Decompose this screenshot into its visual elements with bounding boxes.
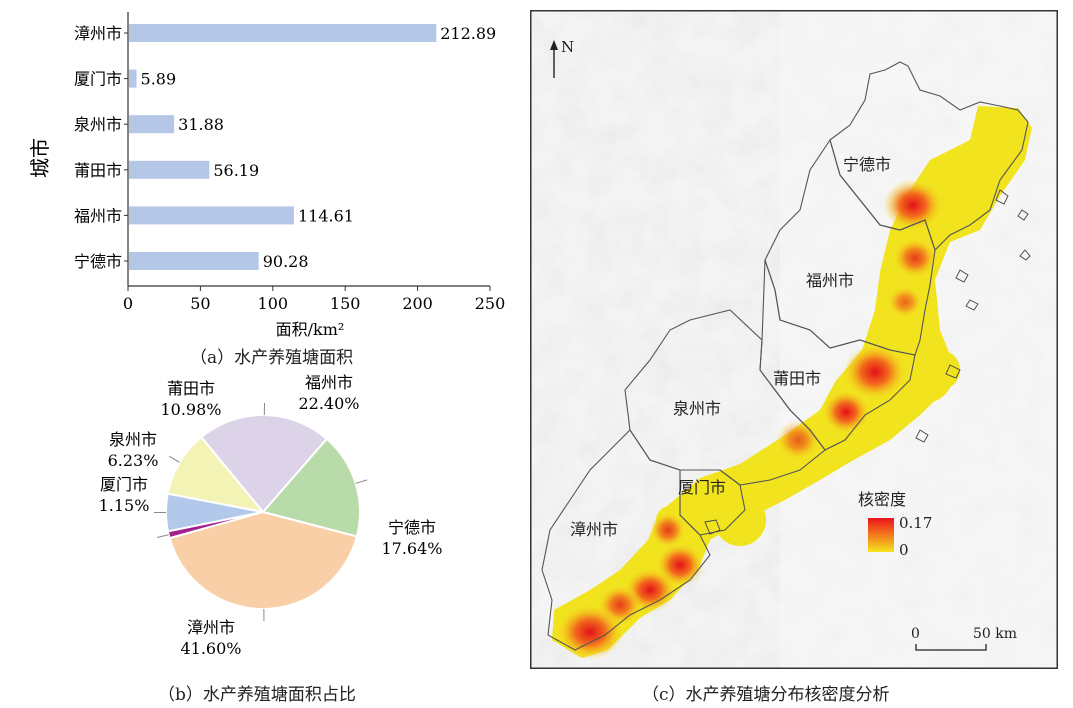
pie-label-name: 厦门市 [100,475,148,494]
map-label-putian: 莆田市 [773,369,821,388]
bar-3 [129,115,175,134]
density-hotspots [556,179,943,660]
map-label-xiamen: 厦门市 [678,478,726,497]
pie-label-percent: 6.23% [108,451,159,470]
bar-value-label: 31.88 [178,115,224,134]
map-frame [530,10,1058,669]
legend-title: 核密度 [858,490,906,509]
pie-slice-2 [168,510,359,610]
map-label-ningde: 宁德市 [843,155,891,174]
scale-bar: 0 50 km [911,626,1017,651]
bar-chart: 城市 宁德市 90.28 福州市 114.61 莆田市 56.19 泉州市 31.88 厦门市 5… [28,12,505,339]
bar-category-label: 莆田市 [74,161,122,180]
caption-b: （b）水产养殖塘面积占比 [158,685,356,705]
legend-min: 0 [899,541,909,559]
bar-x-tick-label: 50 [190,294,210,313]
pie-slice-5 [166,435,266,514]
pie-label-percent: 1.15% [99,496,150,515]
pie-chart: 福州市 22.40% 宁德市 17.64% 漳州市 41.60% 厦门市 1.15% 泉州市 6.… [99,373,443,658]
bar-value-label: 56.19 [213,161,259,180]
bar-chart-ylabel: 城市 [28,138,52,178]
bar-4 [129,69,137,88]
scale-start: 0 [911,626,920,642]
pie-label-percent: 10.98% [160,400,221,419]
bar-0 [129,252,259,270]
density-legend: 核密度 0.17 0 [858,490,932,559]
caption-a: （a）水产养殖塘面积 [190,348,354,368]
bar-category-label: 宁德市 [74,252,122,271]
bar-5 [129,24,437,42]
legend-color-bar [868,518,894,552]
bar-x-tick-label: 200 [402,294,433,313]
caption-c: （c）水产养殖塘分布核密度分析 [642,685,890,705]
bar-value-label: 114.61 [298,206,354,225]
north-label: N [561,38,574,56]
pie-label-name: 漳州市 [187,618,235,637]
pie-slice-0 [199,414,329,514]
legend-max: 0.17 [899,514,932,532]
bar-category-label: 厦门市 [74,70,122,89]
pie-slices [165,414,361,610]
pie-label-percent: 17.64% [381,539,442,558]
pie-leader-line [156,534,169,539]
bar-category-label: 漳州市 [74,24,122,43]
bar-2 [129,160,210,179]
bar-x-tick-label: 150 [330,294,361,313]
bar-category-label: 福州市 [74,206,122,225]
pie-labels: 福州市 22.40% 宁德市 17.64% 漳州市 41.60% 厦门市 1.15% 泉州市 6.… [99,373,443,658]
map-label-zhangzhou: 漳州市 [570,520,618,539]
city-labels: 宁德市 福州市 莆田市 泉州市 厦门市 漳州市 [570,155,891,539]
pie-leader-line [355,479,368,484]
bar-chart-xlabel: 面积/km² [276,320,345,339]
density-map: N 宁德市 福州市 莆田市 泉州市 厦门市 漳州市 核密度 0.17 0 0 5… [530,10,1058,669]
bar-value-label: 90.28 [263,252,309,271]
pie-label-name: 莆田市 [167,379,215,398]
bar-category-label: 泉州市 [74,115,122,134]
city-boundaries [541,61,1029,651]
pie-label-percent: 41.60% [180,639,241,658]
pie-label-percent: 22.40% [298,394,359,413]
bar-value-label: 5.89 [141,70,177,89]
scale-end: 50 km [973,626,1017,642]
pie-label-name: 泉州市 [109,430,157,449]
bar-x-ticks: 0 50 100 150 200 250 [123,286,505,313]
map-label-quanzhou: 泉州市 [673,399,721,418]
coastal-islands [704,189,1031,535]
bar-1 [129,206,294,225]
bar-series: 宁德市 90.28 福州市 114.61 莆田市 56.19 泉州市 31.88 厦门市 5.89… [74,24,496,271]
pie-leader-line [169,455,180,463]
bar-value-label: 212.89 [440,24,496,43]
pie-label-name: 宁德市 [388,518,436,537]
bar-x-tick-label: 0 [123,294,133,313]
pie-label-name: 福州市 [305,373,353,392]
bar-x-tick-label: 250 [475,294,506,313]
map-label-fuzhou: 福州市 [806,271,854,290]
bar-x-tick-label: 100 [258,294,289,313]
north-arrow: N [550,38,574,78]
